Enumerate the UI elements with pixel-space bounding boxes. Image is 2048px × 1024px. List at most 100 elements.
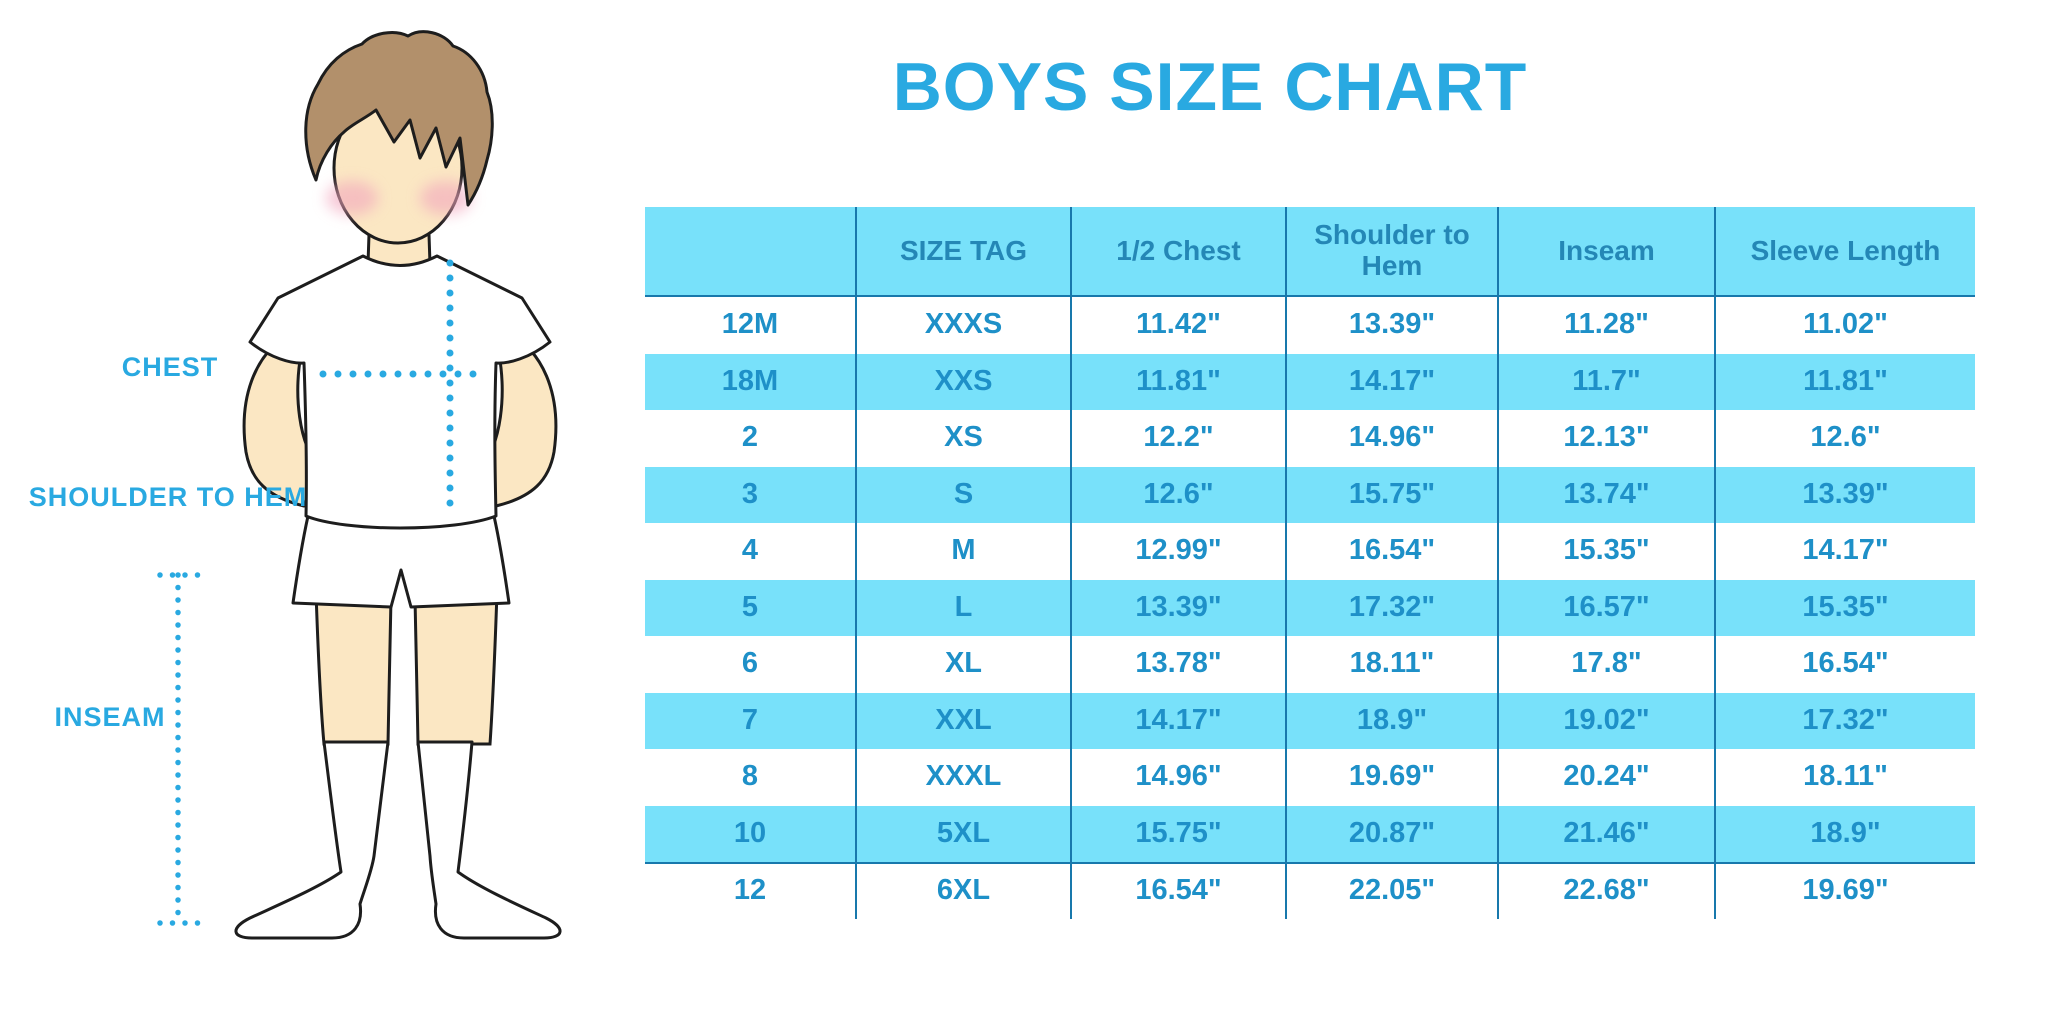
table-cell: 2	[741, 421, 759, 454]
table-cell: 15.75"	[1070, 805, 1285, 862]
table-cell: 13.39"	[1714, 466, 1975, 523]
t-shirt	[248, 254, 552, 530]
table-cell: 17.32"	[1714, 692, 1975, 749]
table-cell: 22.68"	[1497, 864, 1714, 919]
table-cell: 14.96"	[1070, 749, 1285, 806]
right-thigh	[413, 590, 499, 746]
right-cheek-blush	[420, 181, 472, 215]
table-cell: 12.99"	[1070, 523, 1285, 580]
table-cell: 12.2"	[1070, 410, 1285, 467]
table-cell: 19.69"	[1714, 864, 1975, 919]
inseam-label: INSEAM	[54, 702, 166, 732]
shoulder-to-hem-label: SHOULDER TO HEM	[28, 482, 308, 512]
left-sock	[234, 740, 390, 940]
table-cell: 18.9"	[1714, 805, 1975, 862]
table-cell: 15.35"	[1497, 523, 1714, 580]
table-cell: 15.75"	[1285, 466, 1497, 523]
table-cell: 17.32"	[1285, 579, 1497, 636]
table-row: 6 XL 13.78" 18.11" 17.8" 16.54"	[645, 636, 1975, 693]
boy-illustration	[0, 0, 600, 1024]
table-cell: 18.11"	[1285, 636, 1497, 693]
table-cell: 14.96"	[1285, 410, 1497, 467]
left-arm	[242, 328, 322, 508]
table-cell: 12M	[721, 308, 779, 341]
table-cell: 5	[741, 590, 759, 623]
table-row: 8 XXXL 14.96" 19.69" 20.24" 18.11"	[645, 749, 1975, 806]
table-row: 4 M 12.99" 16.54" 15.35" 14.17"	[645, 523, 1975, 580]
table-row: 3 S 12.6" 15.75" 13.74" 13.39"	[645, 466, 1975, 523]
table-cell: 14.17"	[1285, 353, 1497, 410]
table-cell: 13.39"	[1070, 579, 1285, 636]
table-cell: 10	[733, 816, 767, 849]
table-cell: XXXS	[855, 297, 1070, 354]
table-cell: 13.39"	[1285, 297, 1497, 354]
table-cell: XL	[855, 636, 1070, 693]
table-row: 10 5XL 15.75" 20.87" 21.46" 18.9"	[645, 805, 1975, 862]
table-row: 12 6XL 16.54" 22.05" 22.68" 19.69"	[645, 862, 1975, 919]
table-cell: 12	[733, 874, 767, 907]
table-cell: XXXL	[855, 749, 1070, 806]
table-cell: 16.57"	[1497, 579, 1714, 636]
column-header: Shoulder to Hem	[1285, 207, 1497, 295]
table-cell: 6XL	[855, 864, 1070, 919]
column-header	[645, 207, 855, 295]
table-cell: 18M	[721, 364, 779, 397]
column-header: Inseam	[1497, 207, 1714, 295]
table-cell: 16.54"	[1714, 636, 1975, 693]
left-cheek-blush	[326, 181, 378, 215]
table-cell: 11.02"	[1714, 297, 1975, 354]
table-cell: 11.28"	[1497, 297, 1714, 354]
column-header: SIZE TAG	[855, 207, 1070, 295]
table-cell: 15.35"	[1714, 579, 1975, 636]
table-cell: 21.46"	[1497, 805, 1714, 862]
table-cell: 19.02"	[1497, 692, 1714, 749]
table-cell: M	[855, 523, 1070, 580]
table-cell: XXL	[855, 692, 1070, 749]
table-cell: 13.78"	[1070, 636, 1285, 693]
table-cell: 3	[741, 477, 759, 510]
column-header: Sleeve Length	[1714, 207, 1975, 295]
table-cell: 19.69"	[1285, 749, 1497, 806]
table-row: 2 XS 12.2" 14.96" 12.13" 12.6"	[645, 410, 1975, 467]
column-header: 1/2 Chest	[1070, 207, 1285, 295]
table-cell: S	[855, 466, 1070, 523]
table-cell: 18.11"	[1714, 749, 1975, 806]
size-table: SIZE TAG 1/2 Chest Shoulder to Hem Inseam Sl…	[645, 207, 1975, 919]
table-cell: 20.87"	[1285, 805, 1497, 862]
table-cell: 12.6"	[1070, 466, 1285, 523]
table-cell: 14.17"	[1070, 692, 1285, 749]
table-cell: 7	[741, 703, 759, 736]
table-cell: 14.17"	[1714, 523, 1975, 580]
table-cell: 17.8"	[1497, 636, 1714, 693]
chest-label: CHEST	[121, 352, 219, 382]
boy-figure-svg	[157, 30, 562, 940]
table-cell: 6	[741, 647, 759, 680]
table-row: 7 XXL 14.17" 18.9" 19.02" 17.32"	[645, 692, 1975, 749]
table-cell: 13.74"	[1497, 466, 1714, 523]
table-cell: 16.54"	[1285, 523, 1497, 580]
table-cell: 11.7"	[1497, 353, 1714, 410]
right-arm	[478, 328, 558, 508]
table-cell: XS	[855, 410, 1070, 467]
table-cell: 11.81"	[1070, 353, 1285, 410]
hair	[304, 30, 494, 207]
table-cell: 12.13"	[1497, 410, 1714, 467]
table-cell: 11.81"	[1714, 353, 1975, 410]
left-thigh	[314, 590, 393, 746]
table-cell: 8	[741, 760, 759, 793]
table-cell: 22.05"	[1285, 864, 1497, 919]
table-cell: 5XL	[855, 805, 1070, 862]
table-cell: 18.9"	[1285, 692, 1497, 749]
table-cell: 20.24"	[1497, 749, 1714, 806]
table-cell: XXS	[855, 353, 1070, 410]
page-title: BOYS SIZE CHART	[892, 49, 1528, 125]
table-cell: L	[855, 579, 1070, 636]
table-header-row: SIZE TAG 1/2 Chest Shoulder to Hem Inseam Sl…	[645, 207, 1975, 297]
table-cell: 16.54"	[1070, 864, 1285, 919]
table-row: 12M XXXS 11.42" 13.39" 11.28" 11.02"	[645, 297, 1975, 354]
table-row: 5 L 13.39" 17.32" 16.57" 15.35"	[645, 579, 1975, 636]
table-cell: 12.6"	[1714, 410, 1975, 467]
table-cell: 11.42"	[1070, 297, 1285, 354]
shorts	[291, 514, 511, 609]
